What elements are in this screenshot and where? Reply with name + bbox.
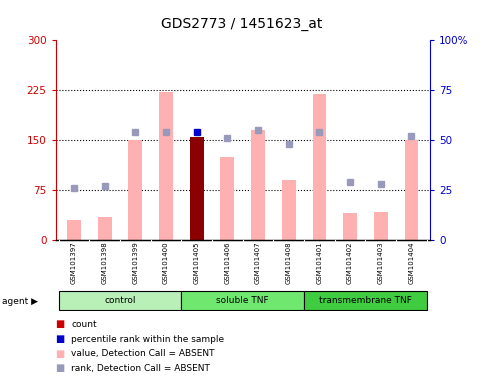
Text: transmembrane TNF: transmembrane TNF [319,296,412,305]
Text: ■: ■ [56,363,65,373]
Bar [343,214,357,240]
Bar [374,212,388,240]
Bar [304,291,427,310]
Text: GSM101400: GSM101400 [163,242,169,284]
Bar [128,140,142,240]
Bar [313,94,327,240]
Text: percentile rank within the sample: percentile rank within the sample [71,334,225,344]
Text: control: control [104,296,136,305]
Text: GSM101402: GSM101402 [347,242,353,284]
Text: soluble TNF: soluble TNF [216,296,269,305]
Text: ■: ■ [56,349,65,359]
Text: GSM101404: GSM101404 [409,242,414,284]
Bar [58,291,181,310]
Text: GSM101397: GSM101397 [71,242,77,284]
Text: GSM101406: GSM101406 [225,242,230,284]
Text: rank, Detection Call = ABSENT: rank, Detection Call = ABSENT [71,364,211,373]
Text: GSM101403: GSM101403 [378,242,384,284]
Text: GSM101399: GSM101399 [132,242,138,284]
Text: GSM101405: GSM101405 [194,242,199,284]
Bar [405,140,418,240]
Bar [190,137,204,240]
Text: value, Detection Call = ABSENT: value, Detection Call = ABSENT [71,349,215,358]
Text: GSM101408: GSM101408 [286,242,292,284]
Text: count: count [71,320,97,329]
Bar [282,180,296,240]
Text: agent ▶: agent ▶ [2,297,39,306]
Bar [181,291,304,310]
Bar [67,220,81,240]
Bar [251,130,265,240]
Text: GSM101398: GSM101398 [101,242,108,284]
Text: GSM101401: GSM101401 [316,242,323,284]
Text: GSM101407: GSM101407 [255,242,261,284]
Text: ■: ■ [56,334,65,344]
Text: ■: ■ [56,319,65,329]
Bar [220,157,234,240]
Text: GDS2773 / 1451623_at: GDS2773 / 1451623_at [161,17,322,31]
Bar [159,92,173,240]
Bar [98,217,112,240]
